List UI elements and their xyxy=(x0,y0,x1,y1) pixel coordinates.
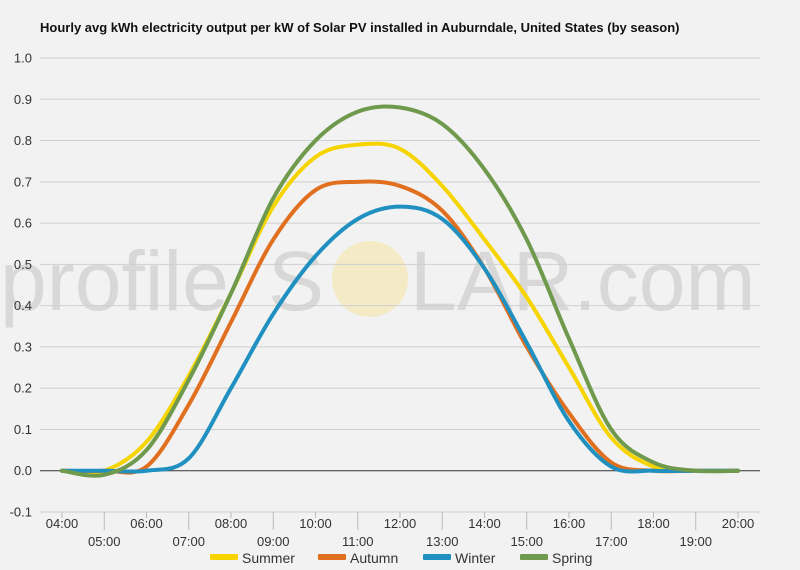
legend-swatch-autumn xyxy=(318,554,346,560)
x-tick-label: 04:00 xyxy=(46,516,79,531)
legend-swatch-winter xyxy=(423,554,451,560)
x-tick-label: 08:00 xyxy=(215,516,248,531)
x-tick-label: 09:00 xyxy=(257,534,290,549)
y-tick-label: 0.2 xyxy=(14,381,32,396)
x-tick-label: 17:00 xyxy=(595,534,628,549)
series-line-winter xyxy=(60,204,740,474)
y-tick-label: -0.1 xyxy=(10,505,32,520)
y-tick-label: 0.3 xyxy=(14,339,32,354)
chart-title: Hourly avg kWh electricity output per kW… xyxy=(40,20,680,35)
legend-label-winter: Winter xyxy=(455,550,496,566)
watermark-sun xyxy=(332,241,408,317)
series-line-summer xyxy=(60,141,740,475)
y-axis-ticks: -0.1 0.0 0.1 0.2 0.3 0.4 0.5 0.6 0.7 0.8 0.9 1.0 xyxy=(10,51,32,520)
grid xyxy=(40,57,760,513)
legend-swatch-spring xyxy=(520,554,548,560)
legend-swatch-summer xyxy=(210,554,238,560)
x-tick-label: 12:00 xyxy=(384,516,417,531)
watermark-text-left: profile xyxy=(0,234,229,328)
x-tick-label: 10:00 xyxy=(299,516,332,531)
y-tick-label: 0.5 xyxy=(14,257,32,272)
series-line-spring xyxy=(60,104,740,478)
x-tick-label: 19:00 xyxy=(679,534,712,549)
y-tick-label: 0.8 xyxy=(14,133,32,148)
x-tick-label: 07:00 xyxy=(172,534,205,549)
y-tick-label: 1.0 xyxy=(14,51,32,66)
x-tick-label: 16:00 xyxy=(553,516,586,531)
x-tick-label: 15:00 xyxy=(510,534,543,549)
x-tick-label: 05:00 xyxy=(88,534,121,549)
y-tick-label: 0.6 xyxy=(14,216,32,231)
y-tick-label: 0.4 xyxy=(14,298,32,313)
series-lines xyxy=(60,104,740,478)
legend-label-summer: Summer xyxy=(242,550,295,566)
x-tick-label: 18:00 xyxy=(637,516,670,531)
y-tick-label: 0.9 xyxy=(14,92,32,107)
series-line-autumn xyxy=(60,179,740,475)
x-tick-label: 20:00 xyxy=(722,516,755,531)
legend-label-spring: Spring xyxy=(552,550,592,566)
x-tick-label: 06:00 xyxy=(130,516,163,531)
y-tick-label: 0.1 xyxy=(14,422,32,437)
x-tick-label: 11:00 xyxy=(342,534,374,549)
watermark: profile S LAR.com xyxy=(0,234,755,328)
legend: Summer Autumn Winter Spring xyxy=(210,550,592,566)
watermark-text-right: LAR.com xyxy=(410,234,755,328)
x-tick-label: 13:00 xyxy=(426,534,459,549)
legend-label-autumn: Autumn xyxy=(350,550,398,566)
y-tick-label: 0.7 xyxy=(14,174,32,189)
x-tick-label: 14:00 xyxy=(468,516,501,531)
y-tick-label: 0.0 xyxy=(14,463,32,478)
x-axis-ticks: 04:00 05:00 06:00 07:00 08:00 09:00 10:00 11:00… xyxy=(46,512,755,549)
